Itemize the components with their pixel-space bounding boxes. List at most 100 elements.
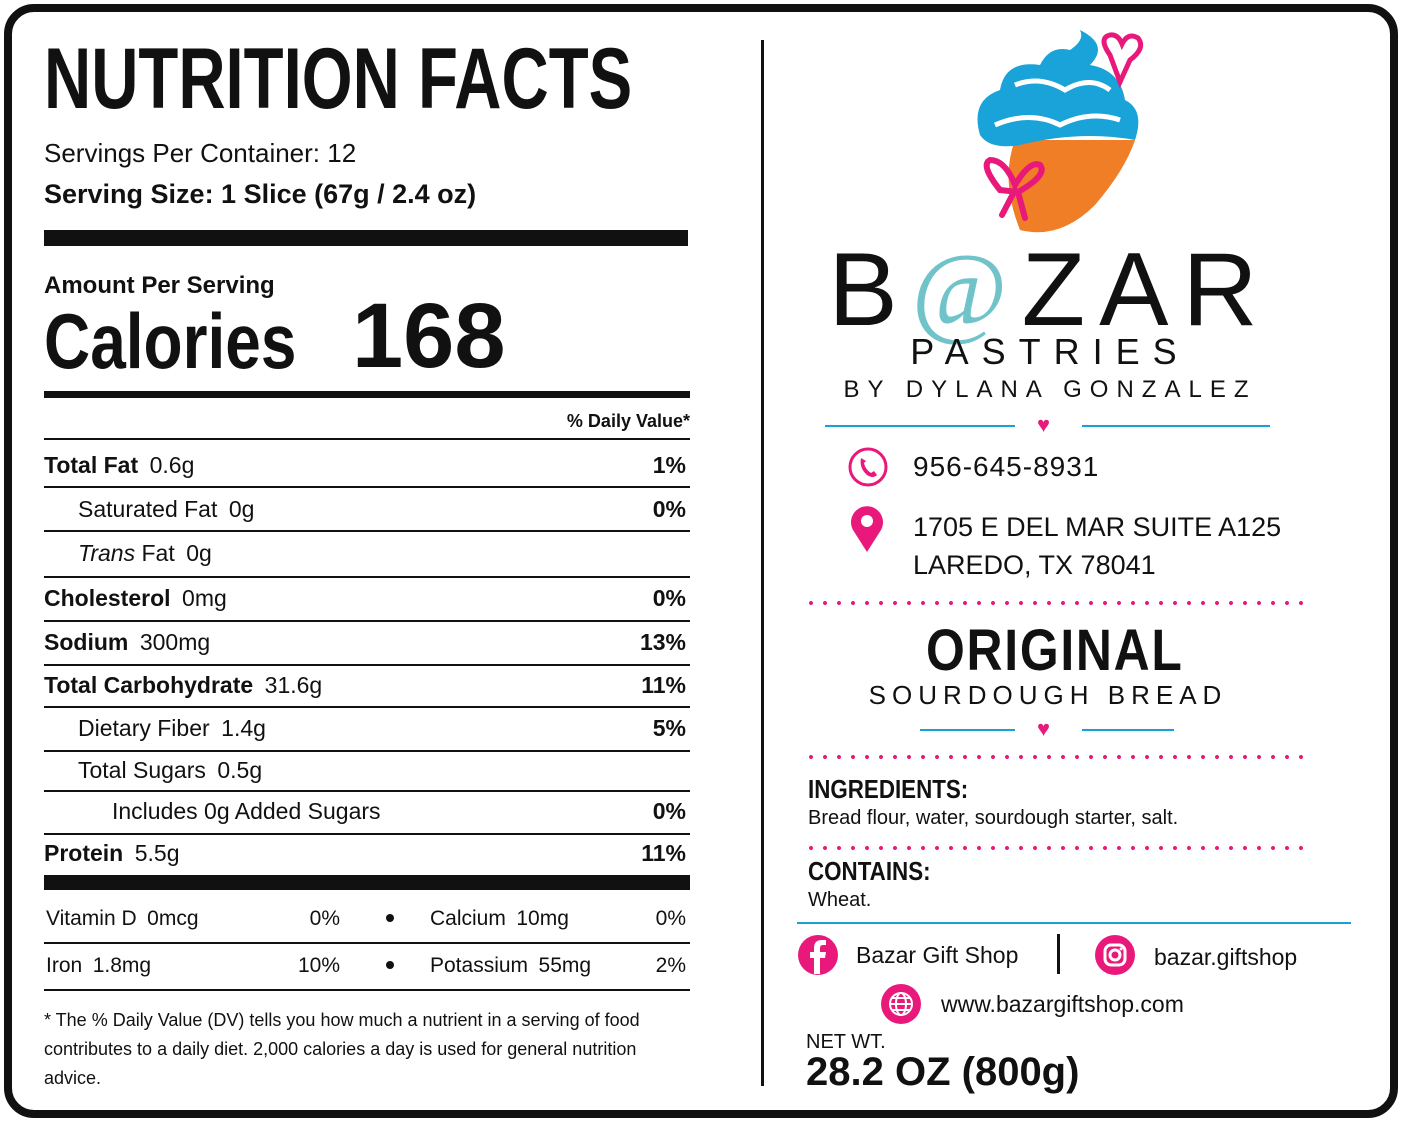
instagram-icon — [1095, 935, 1135, 975]
contains-heading: CONTAINS: — [808, 856, 931, 886]
nutrient-amount: 5.5g — [134, 840, 180, 866]
rule — [44, 989, 690, 991]
micronutrient: Iron 1.8mg — [46, 954, 151, 978]
brand-letters: ZAR — [1021, 232, 1272, 348]
nutrient-dv: 13% — [639, 629, 686, 655]
nutrient-row: Saturated Fat 0g — [78, 496, 254, 522]
dotted-rule — [804, 601, 1308, 605]
brand-at: @ — [911, 233, 1022, 348]
address-line: LAREDO, TX 78041 — [913, 550, 1156, 580]
micronutrient-amount: 10mg — [516, 907, 569, 930]
heart-ornament: ♥ — [1037, 716, 1051, 741]
micronutrient-name: Iron — [46, 954, 83, 977]
nutrient-dv: 0% — [652, 496, 686, 522]
nutrient-amount: 0g — [228, 496, 255, 522]
nutrient-name: Protein — [44, 840, 124, 866]
rule — [44, 620, 690, 622]
micronutrient-dv: 0% — [309, 907, 340, 930]
net-weight: 28.2 OZ (800g) — [806, 1050, 1080, 1094]
nutrition-title: NUTRITION FACTS — [44, 31, 633, 127]
nutrient-dv: 5% — [652, 715, 686, 741]
nutrient-name: Cholesterol — [44, 585, 171, 611]
rule — [44, 438, 690, 440]
contains: Wheat. — [808, 889, 872, 911]
cupcake-bow — [983, 156, 1045, 221]
nutrient-row: Includes 0g Added Sugars — [112, 798, 381, 824]
rule — [44, 833, 690, 835]
ingredients-heading: INGREDIENTS: — [808, 774, 969, 804]
nutrient-row: Protein 5.5g — [44, 840, 180, 866]
phone: 956-645-8931 — [913, 451, 1100, 482]
nutrient-dv: 0% — [652, 585, 686, 611]
dotted-rule — [804, 846, 1308, 850]
nutrient-row: Total Carbohydrate 31.6g — [44, 672, 322, 698]
divider — [761, 40, 764, 1086]
nutrient-amount: 1.4g — [221, 715, 266, 741]
cupcake-logo — [977, 30, 1144, 233]
nutrient-row: Cholesterol 0mg — [44, 585, 227, 611]
ingredients: Bread flour, water, sourdough starter, s… — [808, 807, 1179, 829]
blue-rule — [1082, 729, 1174, 731]
nutrient-name: Dietary Fiber — [78, 715, 210, 741]
nutrient-name: Saturated Fat — [78, 496, 218, 522]
rule — [44, 790, 690, 792]
thick-rule — [44, 875, 690, 890]
nutrient-dv: 11% — [641, 840, 686, 866]
rule — [44, 750, 690, 752]
calories-label: Calories — [44, 297, 297, 385]
instagram: bazar.giftshop — [1154, 944, 1298, 970]
micronutrient-amount: 0mcg — [147, 907, 199, 930]
nutrient-amount: 0.5g — [217, 757, 263, 783]
frosting-swirl — [1014, 78, 1112, 93]
bullet — [386, 914, 394, 922]
frosting-swirl — [994, 113, 1121, 128]
servings: Servings Per Container: 12 — [44, 138, 357, 168]
nutrient-row: Trans Fat 0g — [78, 540, 212, 566]
micronutrient-amount: 55mg — [538, 954, 592, 977]
nutrient-amount: 31.6g — [264, 672, 323, 698]
bullet — [386, 961, 394, 969]
blue-rule — [1082, 425, 1270, 427]
rule — [44, 942, 690, 944]
calories-value: 168 — [352, 285, 506, 387]
micronutrient: Calcium 10mg — [430, 907, 569, 931]
micronutrient: Vitamin D 0mcg — [46, 907, 199, 931]
heart-ornament: ♥ — [1037, 412, 1051, 437]
facebook-icon — [798, 935, 838, 975]
product-name: ORIGINAL — [926, 618, 1184, 683]
blue-rule — [797, 922, 1351, 924]
nutrient-name: Fat — [141, 540, 175, 566]
serving-size: Serving Size: 1 Slice (67g / 2.4 oz) — [44, 179, 477, 209]
logo-heart — [1101, 32, 1144, 89]
micronutrient-dv: 10% — [297, 954, 340, 977]
micronutrient-name: Potassium — [430, 954, 529, 977]
nutrient-amount: 300mg — [139, 629, 211, 655]
dv-header: % Daily Value* — [566, 411, 690, 431]
micronutrient-name: Vitamin D — [46, 907, 137, 930]
nutrient-dv: 1% — [652, 452, 686, 478]
nutrient-name: Sodium — [44, 629, 129, 655]
facebook: Bazar Gift Shop — [856, 942, 1019, 968]
micronutrient: Potassium 55mg — [430, 954, 591, 978]
micronutrient-dv: 0% — [655, 907, 686, 930]
nutrient-name: Total Carbohydrate — [44, 672, 254, 698]
nutrient-dv: 11% — [641, 672, 686, 698]
rule — [44, 530, 690, 532]
rule — [44, 576, 690, 578]
rule — [44, 664, 690, 666]
nutrient-amount: 0g — [186, 540, 212, 566]
brand-pastries: PASTRIES — [910, 331, 1190, 372]
blue-rule — [920, 729, 1015, 731]
nutrient-row: Total Fat 0.6g — [44, 452, 194, 478]
brand-byline: BY DYLANA GONZALEZ — [843, 376, 1257, 403]
micronutrient-amount: 1.8mg — [92, 954, 152, 977]
location-icon — [851, 506, 883, 552]
rule — [44, 486, 690, 488]
brand-letter: B — [828, 232, 912, 348]
nutrient-row: Dietary Fiber 1.4g — [78, 715, 266, 741]
nutrient-dv: 0% — [652, 798, 686, 824]
rule — [44, 706, 690, 708]
phone-icon — [848, 447, 888, 487]
